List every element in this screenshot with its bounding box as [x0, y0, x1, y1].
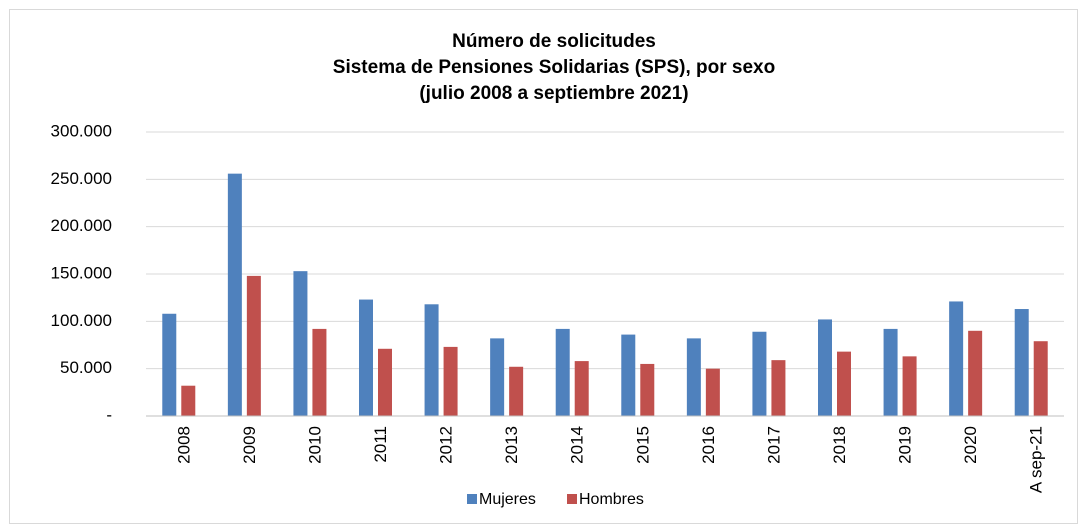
bar — [818, 319, 832, 416]
chart-border — [9, 9, 1078, 524]
x-tick-label: 2020 — [961, 426, 980, 464]
bar — [640, 363, 655, 416]
y-tick-label: 50.000 — [60, 358, 112, 377]
y-tick-label: 100.000 — [51, 311, 112, 330]
bar — [968, 330, 983, 416]
bar — [509, 366, 524, 416]
legend-label: Mujeres — [479, 491, 536, 508]
bar — [359, 299, 373, 416]
y-tick-label: 300.000 — [51, 121, 112, 140]
x-tick-label: 2014 — [568, 426, 587, 464]
bar — [246, 275, 261, 416]
bar — [949, 301, 964, 416]
x-tick-label: 2019 — [896, 426, 915, 464]
bar — [752, 331, 767, 416]
bar — [555, 328, 570, 416]
x-tick-label: 2013 — [502, 426, 521, 464]
bar — [705, 368, 720, 416]
x-tick-label: 2015 — [633, 426, 652, 464]
x-tick-label: 2012 — [437, 426, 456, 464]
bar — [312, 328, 327, 416]
x-tick-label: A sep-21 — [1027, 426, 1046, 493]
chart-title: Sistema de Pensiones Solidarias (SPS), p… — [333, 57, 775, 78]
bar — [227, 173, 242, 416]
bar — [837, 351, 851, 416]
bar — [1033, 341, 1048, 416]
x-tick-label: 2016 — [699, 426, 718, 464]
y-tick-label: 250.000 — [51, 169, 112, 188]
x-tick-label: 2011 — [371, 426, 390, 463]
chart-title: Número de solicitudes — [452, 31, 656, 52]
bar — [621, 334, 636, 416]
bar — [771, 360, 786, 416]
x-tick-label: 2009 — [240, 426, 259, 464]
bar — [1014, 309, 1029, 416]
bar — [490, 338, 505, 416]
legend-label: Hombres — [579, 491, 644, 508]
chart-title: (julio 2008 a septiembre 2021) — [419, 83, 688, 104]
bar — [378, 348, 392, 416]
legend-swatch — [567, 494, 577, 504]
bar — [574, 361, 589, 416]
y-tick-label: 200.000 — [51, 216, 112, 235]
bar — [443, 346, 458, 416]
bar — [902, 356, 917, 416]
y-tick-label: 150.000 — [51, 263, 112, 282]
x-tick-label: 2008 — [174, 426, 193, 464]
legend-swatch — [467, 494, 477, 504]
bar — [424, 304, 439, 416]
x-tick-label: 2017 — [764, 426, 783, 464]
y-tick-label: - — [106, 405, 112, 424]
bar — [883, 328, 898, 416]
bar — [686, 338, 701, 416]
x-tick-label: 2010 — [305, 426, 324, 464]
bar — [293, 271, 308, 416]
x-tick-label: 2018 — [830, 426, 849, 464]
bar — [181, 385, 196, 416]
bar — [162, 313, 177, 416]
